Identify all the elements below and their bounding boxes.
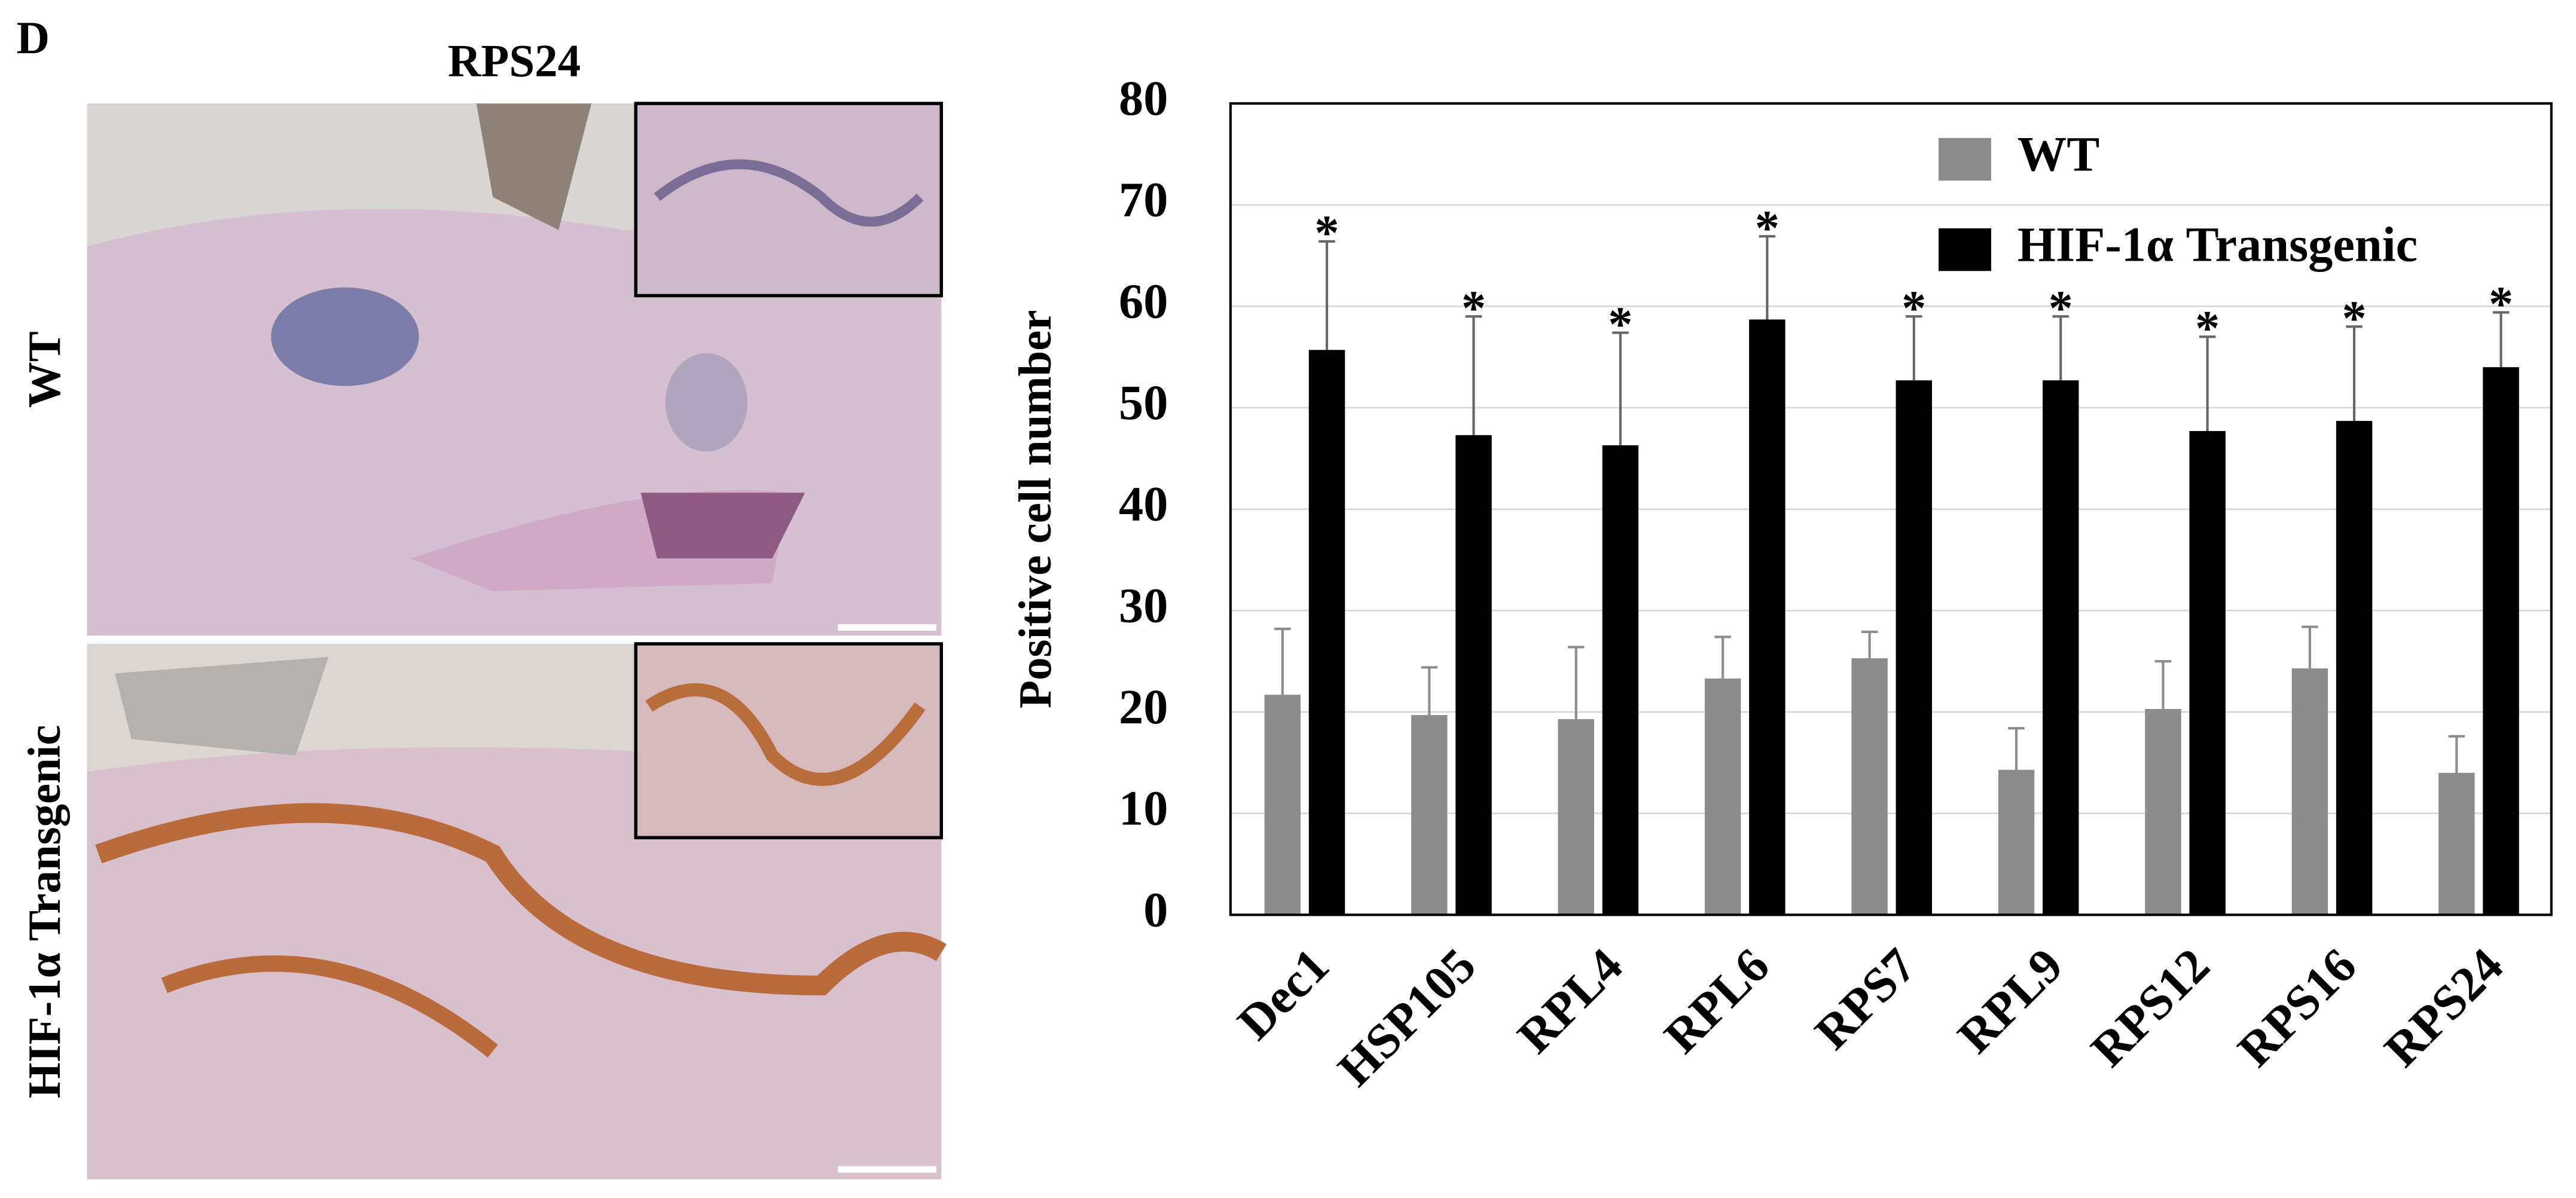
error-bar [1861, 630, 1878, 659]
x-tick-label: RPS7 [1805, 938, 1927, 1060]
row-label: HIF-1α Transgenic [19, 725, 70, 1098]
error-bar [2492, 311, 2510, 368]
bar [1704, 679, 1741, 915]
micrograph-wt [87, 102, 944, 636]
error-bar [1759, 235, 1776, 320]
significance-mark: * [1461, 281, 1486, 335]
bar [2438, 772, 2475, 915]
bar [2189, 431, 2226, 915]
image-title: RPS24 [448, 35, 581, 87]
y-tick-label: 50 [1119, 375, 1168, 430]
y-tick-label: 30 [1119, 578, 1168, 632]
significance-mark: * [1755, 201, 1780, 255]
error-bar [1465, 315, 1482, 435]
bar [2336, 421, 2373, 915]
error-bar [1714, 635, 1731, 679]
bar [2291, 668, 2328, 915]
error-bar [2154, 660, 2172, 709]
x-tick-label: RPL9 [1948, 938, 2073, 1063]
legend-swatch [1938, 228, 1991, 271]
legend-label: WT [2018, 127, 2099, 181]
significance-mark: * [1608, 297, 1632, 352]
significance-mark: * [2195, 301, 2220, 356]
y-axis-title: Positive cell number [1009, 310, 1061, 708]
x-tick-label: RPS16 [2227, 938, 2367, 1077]
bar [2483, 367, 2519, 915]
bar [1896, 380, 1932, 915]
error-bar [1421, 666, 1438, 716]
x-tick-label: RPS12 [2081, 938, 2220, 1077]
bar [1749, 319, 1786, 915]
bar [1602, 445, 1639, 915]
x-tick-label: HSP105 [1327, 938, 1486, 1096]
y-tick-label: 20 [1119, 680, 1168, 734]
bar [2042, 380, 2079, 915]
bar [1455, 435, 1492, 915]
x-tick-label: RPS24 [2374, 938, 2513, 1077]
error-bar [2346, 325, 2363, 421]
error-bar [1612, 331, 1629, 445]
significance-mark: * [2342, 291, 2366, 346]
significance-mark: * [1314, 206, 1339, 260]
y-tick-label: 60 [1119, 274, 1168, 328]
error-bar [2302, 625, 2318, 669]
significance-mark: * [2049, 281, 2073, 335]
bar [1308, 350, 1345, 915]
y-tick-label: 0 [1143, 882, 1168, 937]
significance-mark: * [2489, 277, 2513, 331]
panel-label: D [16, 12, 50, 63]
plot-frame [1229, 102, 2553, 916]
y-tick-label: 70 [1119, 173, 1168, 227]
error-bar [2199, 335, 2216, 432]
y-tick-label: 10 [1119, 781, 1168, 836]
x-tick-label: RPL4 [1507, 938, 1632, 1063]
bar [1411, 715, 1448, 915]
x-tick-label: RPL6 [1654, 938, 1780, 1063]
bar [1558, 719, 1594, 915]
error-bar [2448, 735, 2465, 773]
row-label: WT [19, 331, 70, 408]
y-tick-label: 40 [1119, 477, 1168, 531]
error-bar [1274, 627, 1291, 695]
bar [1264, 695, 1301, 915]
error-bar [1318, 240, 1335, 350]
legend-label: HIF-1α Transgenic [2018, 218, 2418, 272]
significance-mark: * [1902, 281, 1926, 335]
micrograph-transgenic [87, 642, 947, 1179]
y-tick-label: 80 [1119, 71, 1168, 126]
error-bar [1567, 646, 1585, 719]
x-tick-label: Dec1 [1227, 938, 1339, 1050]
legend-swatch [1938, 137, 1991, 181]
bar [1998, 769, 2035, 915]
error-bar [2052, 315, 2069, 381]
bar [2145, 708, 2181, 915]
error-bar [1906, 315, 1922, 381]
bar [1851, 658, 1888, 915]
error-bar [2008, 727, 2025, 770]
